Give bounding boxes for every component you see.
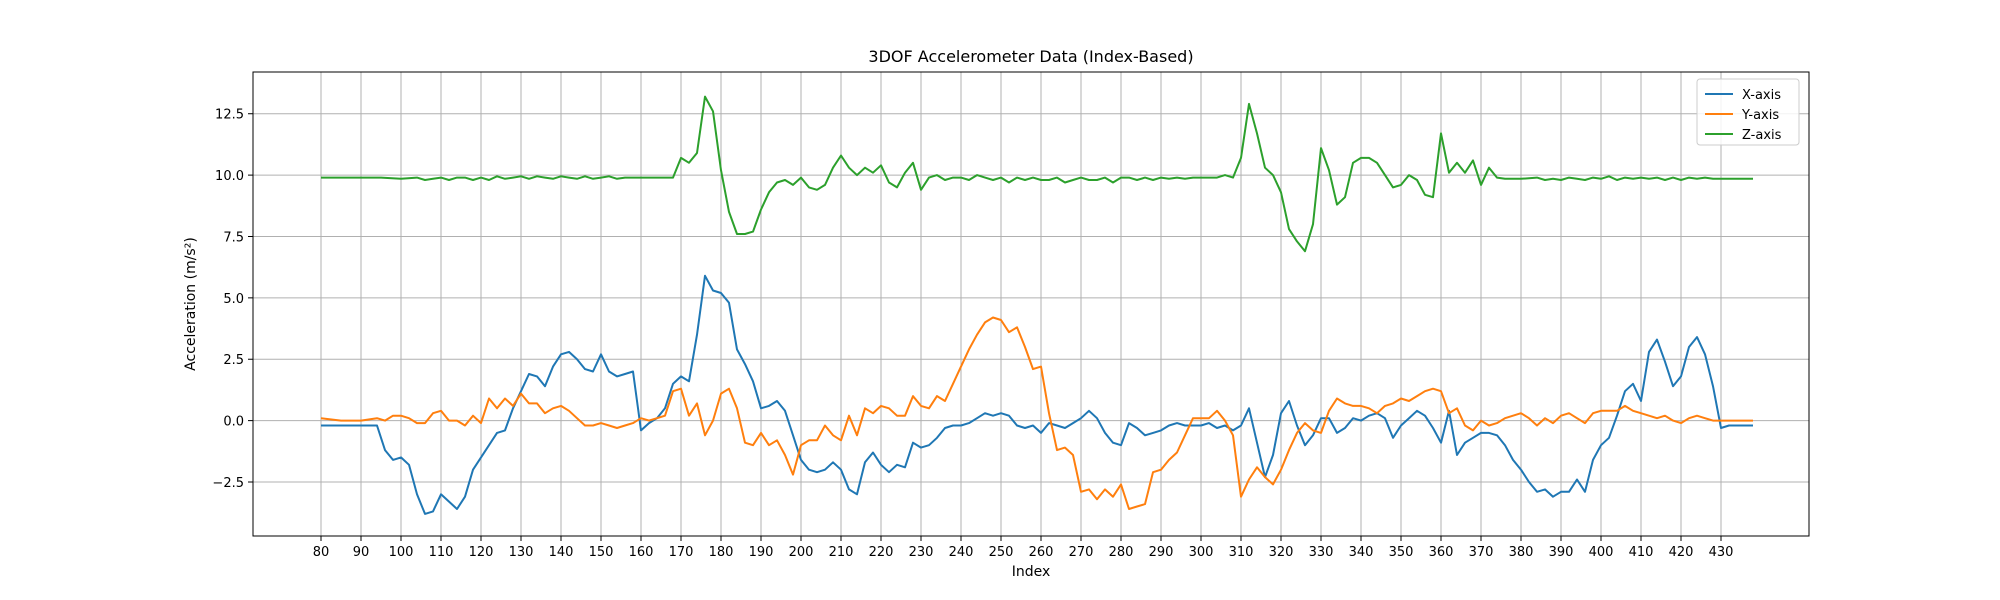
x-tick-label: 430 bbox=[1709, 545, 1734, 560]
x-tick-label: 420 bbox=[1669, 545, 1694, 560]
x-tick-label: 340 bbox=[1349, 545, 1374, 560]
x-tick-label: 120 bbox=[469, 545, 494, 560]
legend-box bbox=[1696, 78, 1800, 146]
x-tick-label: 160 bbox=[629, 545, 654, 560]
x-tick-label: 170 bbox=[669, 545, 694, 560]
y-tick-label: 0.0 bbox=[223, 415, 244, 430]
x-tick-label: 220 bbox=[869, 545, 894, 560]
x-tick-label: 390 bbox=[1549, 545, 1574, 560]
x-tick-label: 200 bbox=[789, 545, 814, 560]
chart-title: 3DOF Accelerometer Data (Index-Based) bbox=[868, 47, 1193, 66]
x-tick-label: 210 bbox=[829, 545, 854, 560]
x-tick-label: 90 bbox=[353, 545, 370, 560]
x-tick-label: 270 bbox=[1069, 545, 1094, 560]
x-tick-label: 350 bbox=[1389, 545, 1414, 560]
series-line-x-axis bbox=[321, 274, 1753, 515]
legend-label: Y-axis bbox=[1741, 108, 1779, 123]
x-tick-label: 400 bbox=[1589, 545, 1614, 560]
x-tick-label: 380 bbox=[1509, 545, 1534, 560]
x-tick-label: 230 bbox=[909, 545, 934, 560]
plot-frame bbox=[252, 71, 1810, 537]
x-tick-label: 240 bbox=[949, 545, 974, 560]
series-line-y-axis bbox=[320, 316, 1753, 510]
x-tick-label: 330 bbox=[1309, 545, 1334, 560]
y-axis-label: Acceleration (m/s²) bbox=[183, 237, 199, 371]
legend-label: Z-axis bbox=[1742, 128, 1782, 143]
x-tick-label: 410 bbox=[1629, 545, 1654, 560]
axis-ticks: 80 90 100 110 120 130 140 150 160 170 180 190 200 210… bbox=[212, 108, 1733, 560]
x-tick-label: 190 bbox=[749, 545, 774, 560]
legend-label: X-axis bbox=[1742, 88, 1781, 103]
x-tick-label: 360 bbox=[1429, 545, 1454, 560]
x-tick-label: 290 bbox=[1149, 545, 1174, 560]
x-tick-label: 250 bbox=[989, 545, 1014, 560]
y-tick-label: 2.5 bbox=[223, 353, 244, 368]
x-tick-label: 320 bbox=[1269, 545, 1294, 560]
x-tick-label: 310 bbox=[1229, 545, 1254, 560]
y-tick-label: 7.5 bbox=[223, 230, 244, 245]
x-tick-label: 280 bbox=[1109, 545, 1134, 560]
x-tick-label: 130 bbox=[509, 545, 534, 560]
x-tick-label: 180 bbox=[709, 545, 734, 560]
x-tick-label: 110 bbox=[429, 545, 454, 560]
legend: X-axis Y-axis Z-axis bbox=[1696, 78, 1800, 146]
x-tick-label: 80 bbox=[313, 545, 330, 560]
x-tick-label: 370 bbox=[1469, 545, 1494, 560]
x-axis-label: Index bbox=[1012, 564, 1051, 580]
series-line-z-axis bbox=[321, 95, 1753, 253]
y-tick-label: 10.0 bbox=[215, 169, 244, 184]
x-tick-label: 300 bbox=[1189, 545, 1214, 560]
y-tick-label: 12.5 bbox=[215, 108, 244, 123]
x-tick-label: 150 bbox=[589, 545, 614, 560]
y-tick-label: 5.0 bbox=[223, 292, 244, 307]
series-lines bbox=[320, 95, 1753, 515]
y-tick-label: −2.5 bbox=[212, 476, 244, 491]
x-tick-label: 100 bbox=[389, 545, 414, 560]
x-tick-label: 140 bbox=[549, 545, 574, 560]
x-tick-label: 260 bbox=[1029, 545, 1054, 560]
